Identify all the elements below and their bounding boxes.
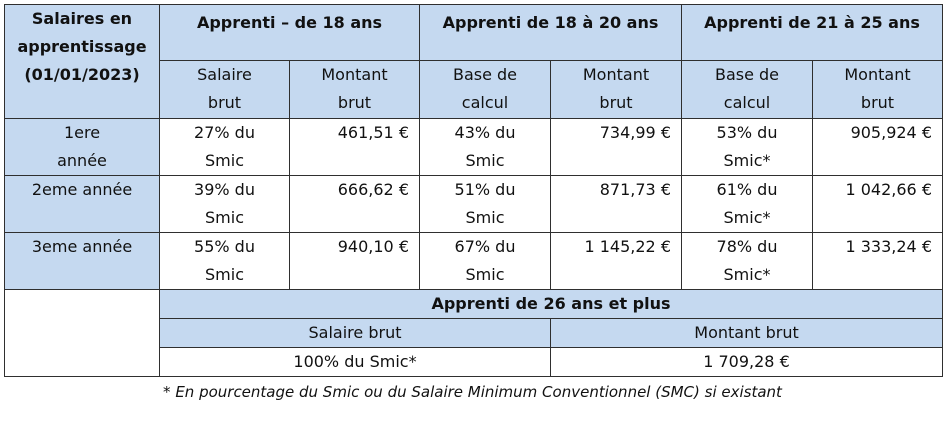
table-cell: 61% du Smic* [681, 175, 813, 233]
subheader-line: brut [860, 93, 895, 112]
table-cell: 67% du Smic [419, 232, 551, 290]
subheader-line: Base de [452, 65, 518, 84]
cell-line: 61% du [716, 180, 778, 199]
adult-amount-value: 1 709,28 € [550, 347, 943, 377]
group-label: Apprenti de 18 à 20 ans [442, 13, 659, 32]
table-cell: 905,924 € [812, 118, 943, 176]
cell-line: 1 145,22 € [584, 237, 671, 256]
cell-line: 461,51 € [337, 123, 409, 142]
cell-line: 53% du [716, 123, 778, 142]
group-header-under-18: Apprenti – de 18 ans [159, 4, 420, 61]
table-row-year-2: 2eme année 39% du Smic 666,62 € 51% du Smi… [4, 175, 943, 233]
empty-corner-cell [4, 289, 160, 377]
table-cell: 1 333,24 € [812, 232, 943, 290]
subheader-line: calcul [461, 93, 509, 112]
subheader-cell: Montant brut [550, 60, 682, 119]
apprentice-salary-table: Salaires en apprentissage (01/01/2023) A… [4, 4, 943, 377]
row-label-line: 1ere [63, 123, 101, 142]
table-cell: 51% du Smic [419, 175, 551, 233]
subheader-line: Montant [844, 65, 911, 84]
cell-line: 39% du [194, 180, 255, 199]
cell-line: Smic* [723, 265, 771, 284]
cell-line: 55% du [194, 237, 255, 256]
table-cell: 78% du Smic* [681, 232, 813, 290]
cell-line: 734,99 € [599, 123, 671, 142]
subheader-cell: Salaire brut [159, 60, 290, 119]
adult-title-row: Apprenti de 26 ans et plus [4, 289, 943, 377]
adult-salary-header: Salaire brut [159, 318, 551, 348]
subheader-line: Base de [714, 65, 780, 84]
cell-line: 27% du [194, 123, 255, 142]
cell-line: 666,62 € [337, 180, 409, 199]
cell-line: Smic [205, 151, 244, 170]
cell-line: Smic* [723, 151, 771, 170]
subheader-cell: Montant brut [812, 60, 943, 119]
row-label-line: année [57, 151, 107, 170]
subheader-line: Montant [582, 65, 650, 84]
corner-line-2: apprentissage [17, 37, 147, 56]
cell-line: Smic [465, 265, 505, 284]
row-label: 2eme année [4, 175, 160, 233]
corner-line-3: (01/01/2023) [24, 65, 140, 84]
subheader-line: Montant [321, 65, 388, 84]
cell-line: 1 333,24 € [845, 237, 932, 256]
row-label-line: 3eme année [31, 237, 133, 256]
table-cell: 1 042,66 € [812, 175, 943, 233]
cell-line: Smic [465, 208, 505, 227]
footnote: * En pourcentage du Smic ou du Salaire M… [163, 383, 782, 401]
subheader-line: calcul [723, 93, 771, 112]
table-cell: 461,51 € [289, 118, 420, 176]
table-cell: 39% du Smic [159, 175, 290, 233]
group-label: Apprenti de 21 à 25 ans [704, 13, 920, 32]
header-row-groups: Salaires en apprentissage (01/01/2023) A… [4, 4, 943, 119]
cell-line: 1 042,66 € [845, 180, 932, 199]
table-row-year-3: 3eme année 55% du Smic 940,10 € 67% du Smi… [4, 232, 943, 290]
adult-title: Apprenti de 26 ans et plus [159, 289, 943, 319]
adult-salary-value: 100% du Smic* [159, 347, 551, 377]
table-cell: 871,73 € [550, 175, 682, 233]
table-row-year-1: 1ere année 27% du Smic 461,51 € 43% du Smic… [4, 118, 943, 176]
row-label: 1ere année [4, 118, 160, 176]
group-header-18-20: Apprenti de 18 à 20 ans [419, 4, 682, 61]
table-cell: 43% du Smic [419, 118, 551, 176]
corner-line-1: Salaires en [31, 9, 133, 28]
row-label-line: 2eme année [31, 180, 133, 199]
table-cell: 27% du Smic [159, 118, 290, 176]
cell-line: 905,924 € [850, 123, 932, 142]
group-header-21-25: Apprenti de 21 à 25 ans [681, 4, 943, 61]
subheader-line: Salaire [197, 65, 252, 84]
cell-line: Smic [465, 151, 505, 170]
table-cell: 940,10 € [289, 232, 420, 290]
cell-line: Smic [205, 208, 244, 227]
group-label: Apprenti – de 18 ans [196, 13, 383, 32]
table-cell: 734,99 € [550, 118, 682, 176]
table-cell: 666,62 € [289, 175, 420, 233]
cell-line: 871,73 € [599, 180, 671, 199]
corner-header: Salaires en apprentissage (01/01/2023) [4, 4, 160, 119]
table-cell: 53% du Smic* [681, 118, 813, 176]
subheader-cell: Base de calcul [419, 60, 551, 119]
cell-line: 78% du [716, 237, 778, 256]
salary-table-container: Salaires en apprentissage (01/01/2023) A… [4, 4, 943, 377]
cell-line: 43% du [454, 123, 516, 142]
header-row-sub: Salaire brut Montant brut Base de calcul Mo… [5, 60, 943, 119]
cell-line: Smic* [723, 208, 771, 227]
cell-line: 940,10 € [337, 237, 409, 256]
cell-line: 67% du [454, 237, 516, 256]
adult-amount-header: Montant brut [550, 318, 943, 348]
subheader-cell: Montant brut [289, 60, 420, 119]
subheader-line: brut [599, 93, 633, 112]
table-cell: 55% du Smic [159, 232, 290, 290]
subheader-cell: Base de calcul [681, 60, 813, 119]
adult-value-row: 100% du Smic* 1 709,28 € [5, 347, 943, 377]
cell-line: Smic [205, 265, 244, 284]
cell-line: 51% du [454, 180, 516, 199]
row-label: 3eme année [4, 232, 160, 290]
table-cell: 1 145,22 € [550, 232, 682, 290]
subheader-line: brut [337, 93, 372, 112]
subheader-line: brut [207, 93, 242, 112]
